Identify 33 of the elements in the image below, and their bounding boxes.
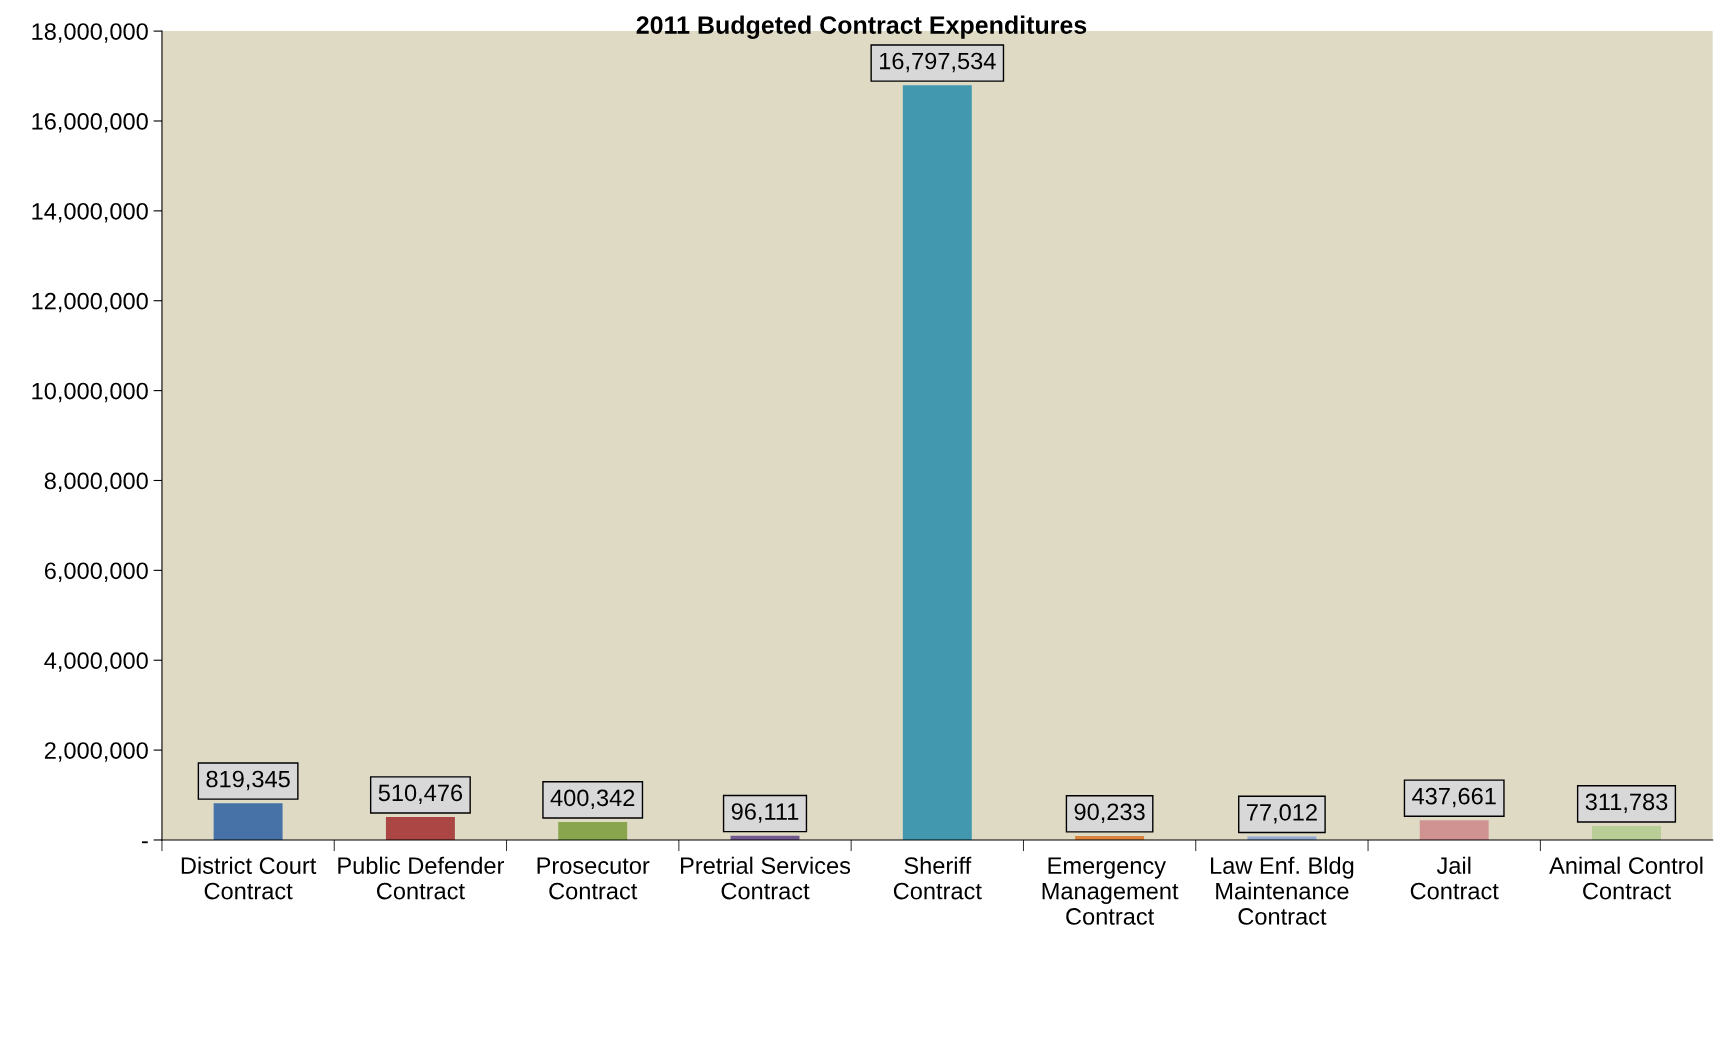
data-label: 510,476 [378,784,463,805]
x-tick-label: Prosecutor Contract [537,857,650,900]
y-tick-label: 16,000,000 [32,113,148,133]
x-tick-label: Emergency Management Contract [1042,857,1179,925]
bar [902,85,972,840]
x-tick-label: Animal Control Contract [1549,856,1703,900]
x-tick-label: District Court Contract [181,856,317,900]
data-label: 90,233 [1074,803,1145,823]
y-tick-label: 8,000,000 [44,472,148,493]
chart-title: 2011 Budgeted Contract Expenditures [636,15,1087,39]
y-tick-label: 10,000,000 [32,382,148,403]
data-label: 311,783 [1585,793,1668,813]
x-tick-label: Sheriff Contract [893,856,982,900]
x-tick-label: Jail Contract [1410,856,1499,900]
bar [1419,820,1489,840]
y-tick-label: 4,000,000 [44,652,148,672]
y-tick-label: 14,000,000 [32,202,148,223]
data-label: 819,345 [206,770,290,791]
x-tick-label: Pretrial Services Contract [681,856,851,900]
data-label: 437,661 [1412,787,1496,808]
data-label: 16,797,534 [880,52,996,73]
x-tick-label: Law Enf. Bldg Maintenance Contract [1211,856,1354,925]
data-label: 96,111 [731,803,799,823]
y-tick-label: 6,000,000 [44,562,148,582]
y-tick-label: 18,000,000 [32,23,148,43]
y-tick-label: 2,000,000 [44,742,148,762]
bar [213,803,283,840]
y-tick-label: 12,000,000 [32,292,148,313]
data-label: 77,012 [1247,804,1317,824]
bar [385,817,455,840]
x-tick-label: Public Defender Contract [338,856,505,900]
data-label: 400,342 [550,789,635,809]
y-tick-label: - [141,841,148,844]
